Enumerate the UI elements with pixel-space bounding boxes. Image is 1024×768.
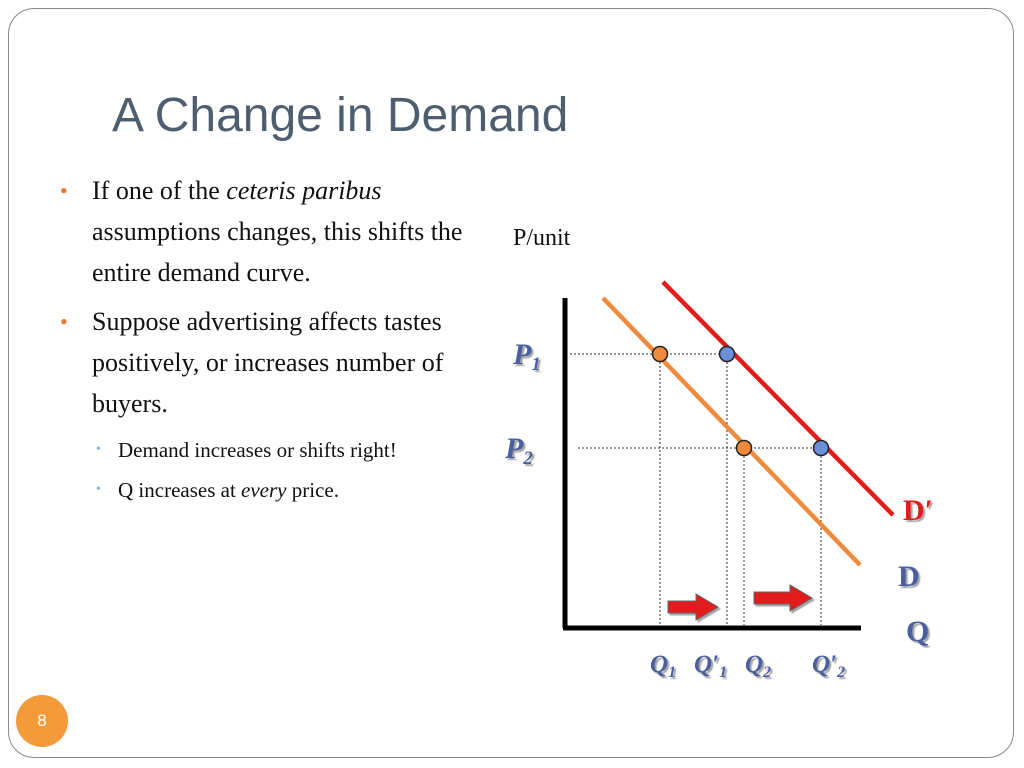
quantity-label-sub: 2 bbox=[836, 664, 845, 681]
sub-bullet-text-em: every bbox=[241, 478, 287, 502]
curve-dprime-label: D′ bbox=[903, 494, 933, 527]
quantity-label-prime: ′ bbox=[712, 651, 719, 678]
price-label-p2: P2 bbox=[504, 432, 533, 469]
demand-curve-d bbox=[601, 296, 862, 567]
demand-curve-dprime bbox=[661, 280, 895, 517]
price-label-sub: 2 bbox=[522, 448, 533, 469]
price-label-base: P bbox=[512, 338, 532, 371]
sub-bullet-text-pre: Q increases at bbox=[118, 478, 242, 502]
quantity-label-base: Q bbox=[650, 651, 668, 678]
quantity-label-qprime1: Q′1 bbox=[694, 651, 727, 681]
curve-d-label: D bbox=[898, 560, 920, 593]
bullet-text-em: ceteris paribus bbox=[226, 176, 382, 205]
quantity-label-base: Q bbox=[694, 651, 712, 678]
y-axis-label: P/unit bbox=[513, 225, 571, 251]
quantity-label-prime: ′ bbox=[830, 651, 837, 678]
bullet-list: If one of the ceteris paribus assumption… bbox=[58, 170, 468, 518]
point-d-p1 bbox=[651, 345, 669, 363]
point-d-p2 bbox=[735, 439, 753, 457]
quantity-label-base: Q bbox=[745, 651, 763, 678]
slide-number: 8 bbox=[37, 711, 47, 730]
sub-bullet-list: Demand increases or shifts right! Q incr… bbox=[88, 430, 468, 510]
slide-number-badge: 8 bbox=[16, 695, 68, 747]
quantity-label-sub: 1 bbox=[668, 664, 676, 681]
quantity-label-q2: Q2 bbox=[745, 651, 771, 681]
sub-bullet-every-price: Q increases at every price. bbox=[88, 470, 468, 510]
quantity-label-sub: 1 bbox=[719, 664, 727, 681]
price-label-base: P bbox=[504, 432, 524, 465]
slide-frame bbox=[8, 8, 1014, 758]
bullet-text-post: assumptions changes, this shifts the ent… bbox=[92, 217, 463, 287]
quantity-label-qprime2: Q′2 bbox=[812, 651, 845, 681]
bullet-ceteris-paribus: If one of the ceteris paribus assumption… bbox=[58, 170, 468, 293]
bullet-advertising: Suppose advertising affects tastes posit… bbox=[58, 301, 468, 510]
quantity-label-sub: 2 bbox=[762, 664, 771, 681]
bullet-text: Suppose advertising affects tastes posit… bbox=[92, 307, 444, 418]
shift-arrow-2 bbox=[753, 584, 813, 612]
x-axis-label: Q bbox=[906, 615, 929, 648]
price-label-p1: P1 bbox=[512, 338, 541, 375]
sub-bullet-text-post: price. bbox=[286, 478, 339, 502]
sub-bullet-shift-right: Demand increases or shifts right! bbox=[88, 430, 468, 470]
bullet-text-pre: If one of the bbox=[92, 176, 227, 205]
point-dprime-p2 bbox=[812, 439, 830, 457]
shift-arrow-1 bbox=[667, 593, 719, 621]
price-label-sub: 1 bbox=[531, 354, 541, 375]
sub-bullet-text: Demand increases or shifts right! bbox=[118, 438, 397, 462]
point-dprime-p1 bbox=[718, 345, 736, 363]
quantity-label-q1: Q1 bbox=[650, 651, 676, 681]
slide-title: A Change in Demand bbox=[112, 89, 569, 142]
quantity-label-base: Q bbox=[812, 651, 830, 678]
